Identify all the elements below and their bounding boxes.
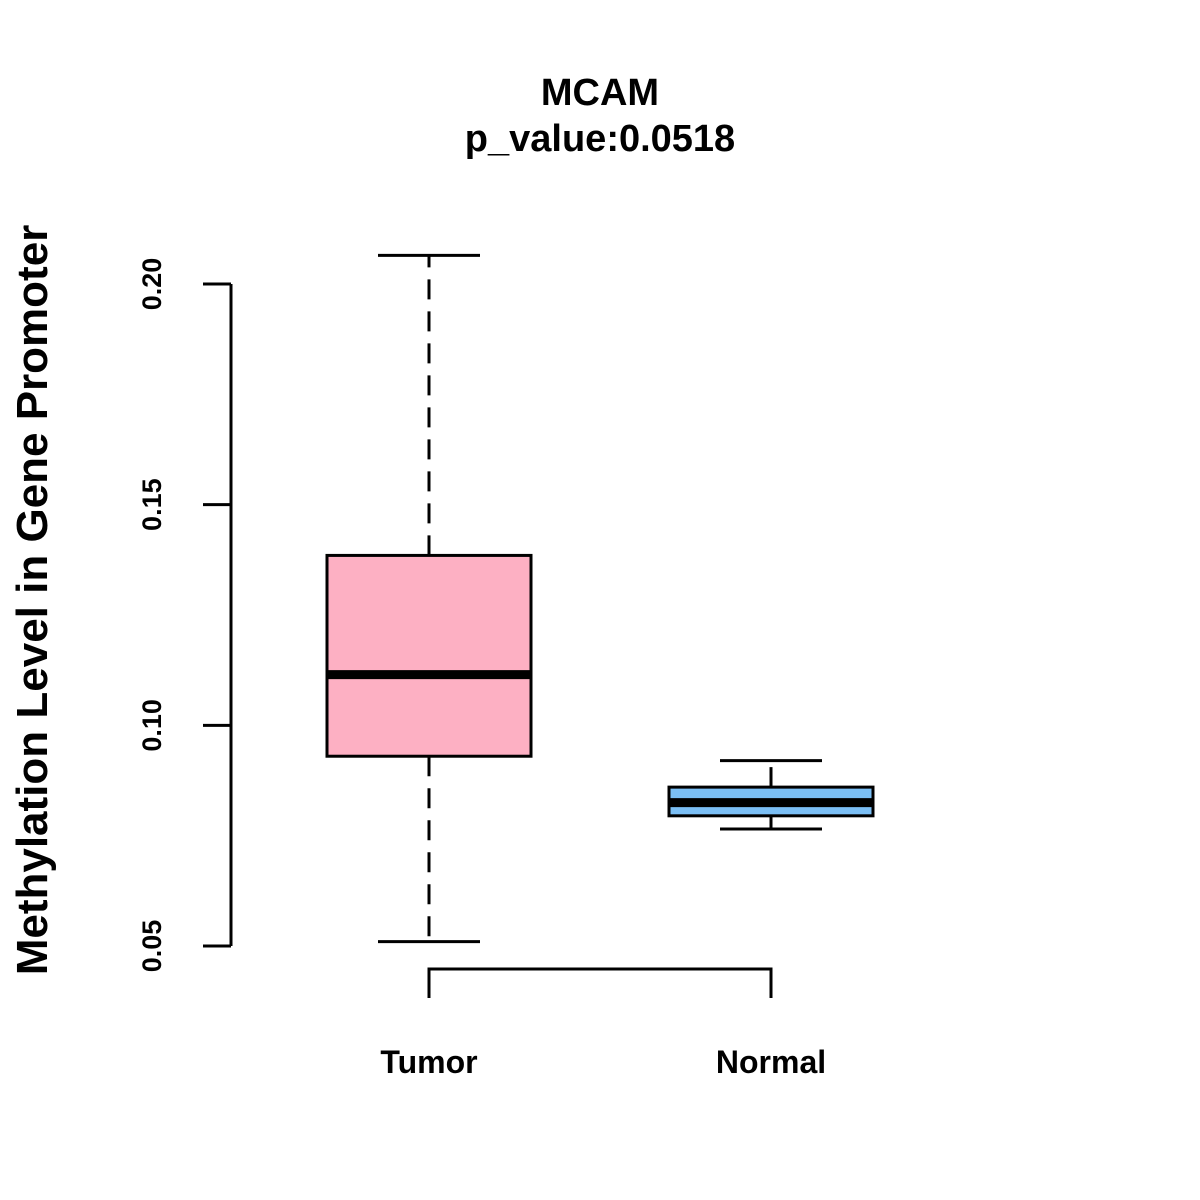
interquartile-box — [325, 553, 533, 758]
y-tick-label: 0.15 — [137, 478, 167, 531]
chart-subtitle: p_value:0.0518 — [465, 118, 735, 160]
category-label-tumor: Tumor — [380, 1044, 477, 1080]
y-tick-label: 0.20 — [137, 258, 167, 311]
boxes — [325, 253, 875, 944]
y-axis-label: Methylation Level in Gene Promoter — [8, 225, 57, 976]
bracket-line — [427, 967, 773, 998]
box-tumor — [325, 253, 533, 944]
box-normal — [667, 759, 875, 831]
y-tick-label: 0.10 — [137, 699, 167, 752]
y-tick-label: 0.05 — [137, 920, 167, 973]
y-axis: 0.05 0.10 0.15 0.20 — [137, 258, 233, 973]
comparison-bracket — [427, 967, 773, 998]
category-labels: Tumor Normal — [380, 1044, 826, 1080]
category-label-normal: Normal — [716, 1044, 826, 1080]
chart-title: MCAM — [541, 72, 659, 114]
